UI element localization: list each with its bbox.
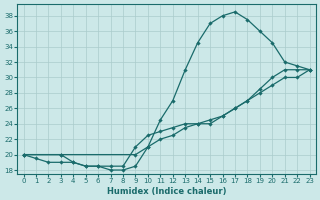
X-axis label: Humidex (Indice chaleur): Humidex (Indice chaleur) (107, 187, 226, 196)
